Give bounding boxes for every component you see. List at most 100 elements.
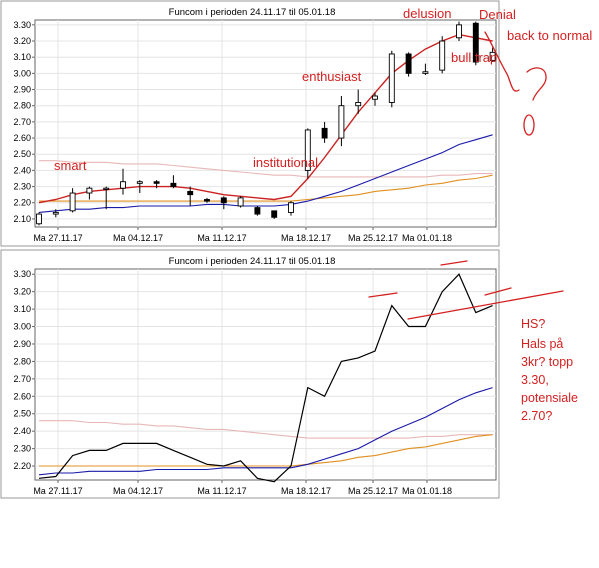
x-tick-label: Ma 04.12.17: [113, 233, 163, 243]
annotation-potential: potensiale: [521, 391, 578, 405]
candle-body-up: [288, 202, 294, 213]
bottom-chart-lines: [38, 273, 493, 483]
annotation-target: 2.70?: [521, 409, 552, 423]
y-tick-label: 2.40: [13, 426, 31, 436]
candle-body-down: [187, 190, 194, 196]
candle-body-up: [489, 51, 496, 61]
top-chart-grid: [32, 19, 497, 230]
annotation-institutional: institutional: [253, 155, 318, 170]
y-tick-label: 2.40: [13, 165, 31, 175]
moving-average-line: [38, 387, 493, 476]
candle: [254, 205, 261, 216]
x-tick-label: Ma 25.12.17: [348, 233, 398, 243]
candle-body-down: [472, 22, 479, 63]
y-tick-label: 2.90: [13, 85, 31, 95]
candle-body-down: [153, 181, 160, 184]
top-chart-x-ticks: Ma 27.11.17 Ma 04.12.17 Ma 11.12.17 Ma 18.1…: [33, 233, 452, 243]
price-line: [38, 273, 493, 483]
bottom-chart-x-ticks: Ma 27.11.17 Ma 04.12.17 Ma 11.12.17 Ma 18.1…: [33, 486, 452, 496]
y-tick-label: 3.10: [13, 304, 31, 314]
annotation-hs: HS?: [521, 317, 545, 331]
annotation-enthusiast: enthusiast: [302, 69, 362, 84]
top-chart-moving-averages: [38, 33, 493, 213]
x-tick-label: Ma 25.12.17: [348, 486, 398, 496]
candle-body-down: [254, 207, 261, 215]
candle: [170, 175, 177, 189]
annotation-bull-trap: bull trap: [451, 50, 497, 65]
x-tick-label: Ma 11.12.17: [197, 233, 246, 243]
x-tick-label: Ma 18.12.17: [281, 486, 331, 496]
candle: [136, 180, 143, 194]
candle-body-up: [136, 181, 143, 184]
bottom-chart-y-ticks: 2.20 2.30 2.40 2.50 2.60 2.70 2.80 2.90 3.00 3.10…: [13, 269, 31, 471]
y-tick-label: 2.50: [13, 149, 31, 159]
shoulder-mark-right: [484, 287, 512, 296]
x-tick-label: Ma 01.01.18: [402, 486, 452, 496]
candle-body-up: [103, 187, 110, 190]
candle: [405, 52, 412, 77]
moving-average-line: [39, 434, 493, 467]
candle-body-up: [86, 187, 93, 194]
candle-body-up: [237, 197, 244, 207]
candle-body-down: [321, 127, 328, 139]
annotation-hals: Hals på: [521, 337, 563, 351]
neckline: [407, 290, 564, 320]
candle: [103, 186, 110, 210]
y-tick-label: 3.20: [13, 287, 31, 297]
x-tick-label: Ma 11.12.17: [197, 486, 246, 496]
annotation-topp: 3kr? topp: [521, 355, 573, 369]
candle: [237, 196, 244, 208]
candle-body-up: [372, 95, 378, 100]
plot-area: [34, 19, 497, 228]
hand-drawn-dot: [523, 114, 535, 136]
candle-body-up: [36, 213, 42, 225]
candle-body-up: [69, 192, 76, 212]
y-tick-label: 2.30: [13, 444, 31, 454]
candle-body-down: [405, 53, 412, 74]
candle: [204, 197, 210, 203]
candle: [439, 36, 446, 74]
y-tick-label: 2.80: [13, 356, 31, 366]
y-tick-label: 2.50: [13, 409, 31, 419]
candle: [372, 92, 378, 106]
candle-body-down: [220, 197, 227, 204]
moving-average-line: [39, 174, 493, 202]
y-tick-label: 2.60: [13, 391, 31, 401]
candle: [220, 196, 227, 210]
bottom-chart-title: Funcom i perioden 24.11.17 til 05.01.18: [169, 256, 336, 267]
candle-body-up: [422, 71, 429, 74]
candle-body-up: [338, 105, 345, 139]
y-tick-label: 3.30: [13, 20, 31, 30]
bottom-chart-grid: [32, 268, 497, 483]
y-tick-label: 3.00: [13, 322, 31, 332]
candle: [86, 186, 93, 200]
top-chart-y-ticks: 2.10 2.20 2.30 2.40 2.50 2.60 2.70 2.80 2.90 3.00…: [13, 20, 31, 224]
x-tick-label: Ma 27.11.17: [33, 486, 82, 496]
candle: [355, 89, 362, 114]
y-tick-label: 2.80: [13, 101, 31, 111]
y-tick-label: 2.60: [13, 133, 31, 143]
bottom-panel-frame: [0, 249, 500, 499]
candle-body-up: [355, 102, 362, 107]
candle-body-down: [170, 182, 177, 188]
head-mark: [440, 260, 468, 266]
candle: [456, 21, 462, 42]
x-tick-label: Ma 04.12.17: [113, 486, 163, 496]
top-panel-frame: [0, 0, 500, 247]
top-chart-title: Funcom i perioden 24.11.17 til 05.01.18: [169, 7, 336, 18]
candle: [321, 121, 328, 143]
candle: [187, 186, 194, 206]
y-tick-label: 3.10: [13, 52, 31, 62]
moving-average-line: [38, 33, 493, 204]
candle: [422, 63, 429, 75]
y-tick-label: 2.20: [13, 461, 31, 471]
candle: [338, 96, 345, 147]
moving-average-line: [38, 134, 493, 213]
moving-average-line: [39, 160, 493, 178]
candle: [36, 212, 42, 226]
hand-drawn-squiggle: [484, 31, 520, 92]
y-tick-label: 2.90: [13, 339, 31, 349]
candle-body-up: [120, 181, 126, 189]
candle-body-up: [439, 40, 446, 71]
